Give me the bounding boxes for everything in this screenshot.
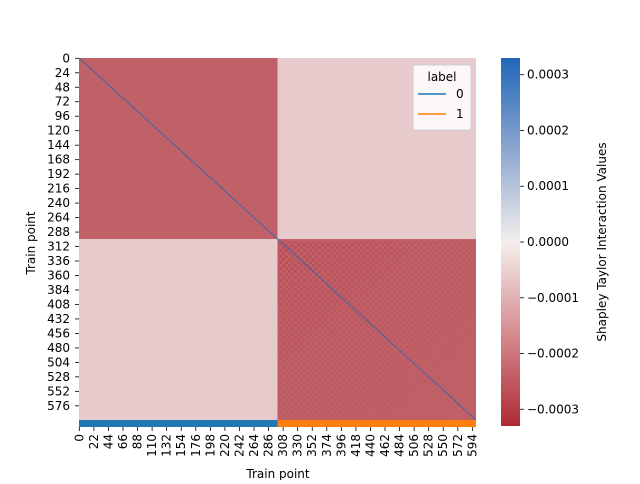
y-tick-label: 456 xyxy=(47,326,70,340)
x-tick-label: 220 xyxy=(218,434,232,457)
y-tick-label: 360 xyxy=(47,269,70,283)
x-tick-label: 264 xyxy=(247,434,261,457)
y-tick-labels: 0244872961201441681922162402642883123363… xyxy=(47,51,79,413)
x-tick-label: 374 xyxy=(320,434,334,457)
y-tick-label: 264 xyxy=(47,211,70,225)
heatmap-diagonal xyxy=(78,57,477,421)
colorbar-gradient xyxy=(501,58,520,426)
y-tick-label: 528 xyxy=(47,370,70,384)
colorbar-tick-label: −0.0003 xyxy=(527,402,579,416)
x-tick-label: 22 xyxy=(87,434,101,449)
x-tick-label: 88 xyxy=(131,434,145,449)
colorbar-tick-label: 0.0000 xyxy=(527,235,569,249)
x-tick-labels: 0 22 44 66 88 110 132 154 176 198 220 242 264 286 308 3… xyxy=(72,427,479,457)
colorbar-tick-label: 0.0001 xyxy=(527,179,569,193)
colorbar-tick-label: −0.0002 xyxy=(527,347,579,361)
x-axis-label: Train point xyxy=(245,467,310,480)
label-strip-class-1 xyxy=(277,420,476,427)
y-tick-label: 312 xyxy=(47,240,70,254)
x-tick-label: 44 xyxy=(101,434,115,449)
x-tick-label: 286 xyxy=(262,434,276,457)
y-tick-label: 240 xyxy=(47,196,70,210)
y-axis-label: Train point xyxy=(24,211,38,276)
y-tick-label: 24 xyxy=(55,66,70,80)
y-tick-label: 168 xyxy=(47,153,70,167)
legend-title: label xyxy=(427,70,456,84)
x-tick-label: 132 xyxy=(160,434,174,457)
x-tick-label: 594 xyxy=(465,434,479,457)
y-tick-label: 216 xyxy=(47,182,70,196)
x-tick-label: 66 xyxy=(116,434,130,449)
legend-label-1: 1 xyxy=(456,107,464,121)
y-tick-label: 0 xyxy=(62,51,70,65)
colorbar-tick-label: 0.0003 xyxy=(527,68,569,82)
x-tick-label: 242 xyxy=(232,434,246,457)
y-tick-label: 576 xyxy=(47,399,70,413)
x-tick-label: 550 xyxy=(436,434,450,457)
x-tick-label: 0 xyxy=(72,434,86,442)
x-tick-label: 462 xyxy=(378,434,392,457)
x-tick-label: 528 xyxy=(422,434,436,457)
y-tick-label: 480 xyxy=(47,341,70,355)
y-tick-label: 432 xyxy=(47,312,70,326)
y-tick-label: 72 xyxy=(55,95,70,109)
x-tick-label: 396 xyxy=(334,434,348,457)
y-tick-label: 552 xyxy=(47,384,70,398)
y-tick-label: 96 xyxy=(55,109,70,123)
label-strip-class-0 xyxy=(79,420,278,427)
x-tick-label: 330 xyxy=(291,434,305,457)
y-tick-label: 120 xyxy=(47,124,70,138)
colorbar-tick-label: 0.0002 xyxy=(527,123,569,137)
y-tick-label: 288 xyxy=(47,225,70,239)
x-tick-label: 110 xyxy=(145,434,159,457)
x-tick-label: 198 xyxy=(203,434,217,457)
y-tick-label: 384 xyxy=(47,283,70,297)
x-tick-label: 418 xyxy=(349,434,363,457)
heatmap-block-2 xyxy=(79,239,278,420)
y-tick-label: 336 xyxy=(47,254,70,268)
y-tick-label: 504 xyxy=(47,355,70,369)
y-tick-label: 192 xyxy=(47,167,70,181)
x-tick-label: 352 xyxy=(305,434,319,457)
x-tick-label: 572 xyxy=(451,434,465,457)
x-tick-label: 440 xyxy=(363,434,377,457)
y-tick-label: 144 xyxy=(47,138,70,152)
x-tick-label: 506 xyxy=(407,434,421,457)
colorbar-tick-label: −0.0001 xyxy=(527,291,579,305)
y-tick-label: 48 xyxy=(55,80,70,94)
x-tick-label: 154 xyxy=(174,434,188,457)
x-tick-label: 176 xyxy=(189,434,203,457)
colorbar-label: Shapley Taylor Interaction Values xyxy=(595,142,609,341)
label-strip xyxy=(79,420,476,427)
legend: label 0 1 xyxy=(412,64,472,131)
colorbar: 0.0003 0.0002 0.0001 0.0000 −0.0001 −0.0002 −0… xyxy=(501,58,609,426)
x-tick-label: 308 xyxy=(276,434,290,457)
y-tick-label: 408 xyxy=(47,297,70,311)
legend-label-0: 0 xyxy=(456,87,464,101)
x-tick-label: 484 xyxy=(393,434,407,457)
